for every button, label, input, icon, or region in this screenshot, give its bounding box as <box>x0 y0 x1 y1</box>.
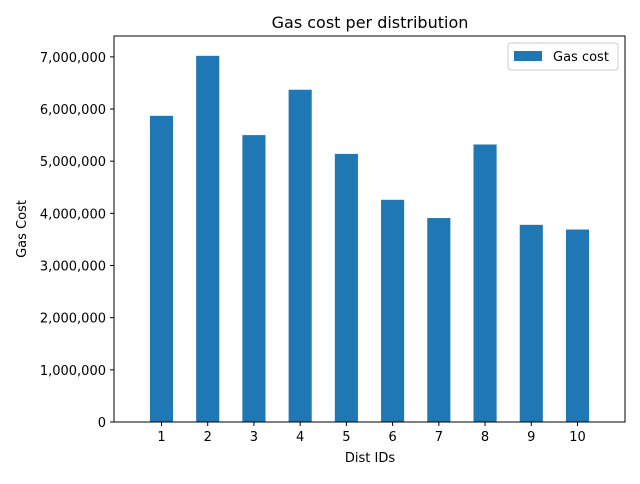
y-tick-label: 7,000,000 <box>40 51 106 66</box>
y-tick-label: 4,000,000 <box>40 207 106 222</box>
bar-dist-5 <box>334 153 358 423</box>
x-tick-label-3: 3 <box>250 430 258 445</box>
legend-label-gas-cost: Gas cost <box>553 50 609 65</box>
y-tick-label: 3,000,000 <box>40 260 106 275</box>
y-axis-label: Gas Cost <box>15 200 30 258</box>
x-tick-label-10: 10 <box>569 430 586 445</box>
x-tick-label-1: 1 <box>157 430 165 445</box>
bar-dist-1 <box>149 115 174 422</box>
x-tick-label-2: 2 <box>204 430 212 445</box>
legend: Gas cost <box>507 42 619 71</box>
y-tick-label: 6,000,000 <box>40 103 106 118</box>
y-tick-label: 5,000,000 <box>40 155 106 170</box>
bars-group <box>149 55 590 423</box>
bar-dist-9 <box>519 224 543 422</box>
y-tick-label: 1,000,000 <box>40 364 106 379</box>
x-tick-label-7: 7 <box>435 430 443 445</box>
y-tick-label: 2,000,000 <box>40 312 106 327</box>
legend-frame <box>507 42 619 71</box>
x-axis-ticks: 1 2 3 4 5 6 7 8 9 10 <box>157 422 586 445</box>
x-tick-label-6: 6 <box>388 430 396 445</box>
bar-dist-8 <box>473 144 497 422</box>
bar-dist-2 <box>196 55 220 422</box>
bar-dist-6 <box>381 199 405 422</box>
x-tick-label-9: 9 <box>527 430 535 445</box>
bar-dist-4 <box>288 89 312 423</box>
bar-dist-7 <box>427 218 451 422</box>
x-axis-label: Dist IDs <box>345 451 395 466</box>
chart-title: Gas cost per distribution <box>272 13 469 32</box>
x-tick-label-5: 5 <box>342 430 350 445</box>
legend-swatch <box>514 51 542 61</box>
y-axis-ticks: 0 1,000,000 2,000,000 3,000,000 4,000,000 5,0… <box>40 51 114 431</box>
x-tick-label-4: 4 <box>296 430 304 445</box>
bar-dist-10 <box>565 229 590 422</box>
x-tick-label-8: 8 <box>481 430 489 445</box>
y-tick-label: 0 <box>98 416 106 431</box>
bar-dist-3 <box>242 135 266 423</box>
axes-frame <box>113 35 626 423</box>
